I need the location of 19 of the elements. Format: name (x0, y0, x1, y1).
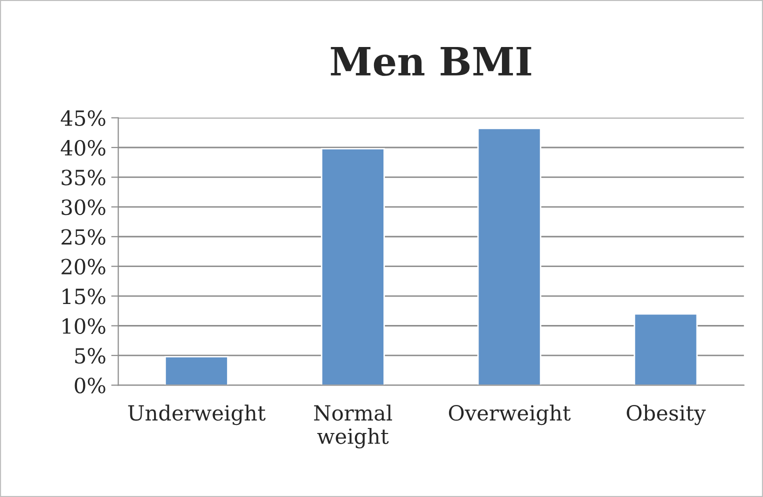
y-tick-label: 30% (62, 199, 106, 216)
y-tick-label: 20% (62, 258, 106, 275)
y-tick-label: 40% (60, 140, 106, 156)
chart-title: Men BMI (330, 46, 532, 76)
y-tick-label: 0% (74, 378, 106, 394)
x-tick-label: Overweight (448, 404, 571, 426)
x-tick-label: Normal weight (314, 404, 392, 448)
x-tick-label: Underweight (128, 404, 266, 426)
y-tick-label: 15% (62, 288, 106, 304)
y-tick-label: 35% (62, 170, 106, 186)
bar (164, 356, 228, 386)
y-tick-label: 45% (60, 110, 106, 126)
y-tick-label: 5% (75, 348, 106, 364)
bar (477, 128, 542, 386)
y-tick-label: 25% (62, 229, 106, 245)
bar (320, 148, 385, 386)
x-tick-label: Obesity (626, 404, 706, 426)
y-tick-label: 10% (62, 318, 106, 334)
bar (634, 313, 698, 386)
